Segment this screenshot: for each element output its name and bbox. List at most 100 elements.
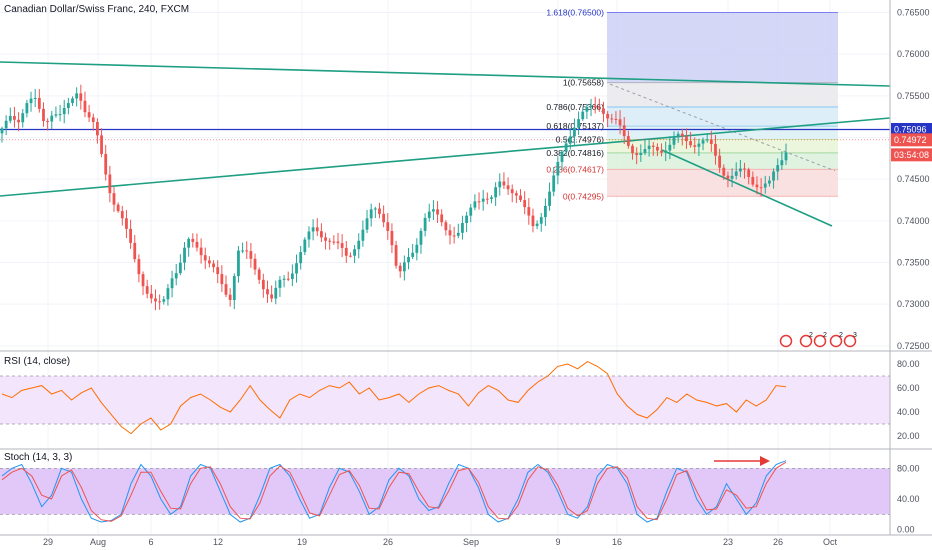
- candle-body: [29, 98, 33, 104]
- candle-body: [585, 107, 589, 112]
- candle-body: [602, 108, 605, 114]
- candle-body: [357, 240, 361, 250]
- candle-body: [315, 227, 319, 232]
- candle-body: [656, 146, 659, 151]
- rsi-line: [1, 361, 787, 435]
- candle-body: [506, 185, 510, 190]
- candle-body: [37, 97, 41, 109]
- candle-body: [531, 215, 535, 227]
- candle-body: [651, 145, 655, 147]
- time-axis[interactable]: 29 Aug 6 12 19 26 Sep 9 16 23 26 Oct: [0, 534, 932, 547]
- fib-level-label: 0(0.74295): [563, 191, 604, 201]
- candle-body: [141, 274, 145, 287]
- fibonacci-retracement[interactable]: 1.618(0.76500) 1(0.75658) 0.786(0.75366) 0.…: [546, 8, 838, 202]
- fib-level-label: 0.786(0.75366): [546, 102, 604, 112]
- candle-body: [452, 235, 456, 237]
- candle-body: [402, 262, 406, 272]
- level-price-badge: [891, 123, 932, 136]
- candle-body: [87, 112, 91, 118]
- candle-body: [432, 209, 435, 212]
- candle-body: [145, 286, 149, 294]
- candle-body: [295, 263, 298, 274]
- candle-body: [228, 294, 232, 300]
- indicator-tick-label: 20.00: [897, 431, 920, 441]
- candle-body: [485, 198, 489, 200]
- time-tick-label: 6: [148, 537, 153, 547]
- candle-body: [46, 121, 50, 123]
- candle-body: [332, 241, 336, 243]
- time-tick-label: Aug: [90, 537, 106, 547]
- candle-body: [490, 197, 493, 200]
- candle-body: [461, 223, 464, 233]
- event-count-label: 2: [839, 332, 843, 339]
- price-axis[interactable]: 0.765000.760000.755000.750000.745000.740…: [889, 0, 932, 535]
- candle-body: [133, 242, 137, 260]
- indicator-tick-label: 80.00: [897, 359, 920, 369]
- time-tick-label: 9: [555, 537, 560, 547]
- candle-body: [398, 265, 402, 272]
- fib-level-label: 0.5(0.74976): [556, 135, 604, 145]
- candle-body: [427, 211, 431, 218]
- candle-body: [593, 105, 597, 108]
- badge-label: 0.74972: [894, 135, 927, 145]
- drawing-lines[interactable]: [0, 61, 891, 227]
- candle-body: [718, 155, 722, 168]
- fib-level-label: 0.236(0.74617): [546, 164, 604, 174]
- time-tick-label: 23: [723, 537, 733, 547]
- candle-body: [208, 260, 211, 264]
- event-icons[interactable]: 2 2 2 3: [779, 332, 858, 348]
- candle-body: [456, 232, 460, 236]
- candle-body: [66, 103, 70, 109]
- candle-body: [544, 205, 547, 218]
- annotation-arrow-head: [760, 456, 770, 466]
- fib-level-label: 1(0.75658): [563, 78, 604, 88]
- fib-zone: [607, 82, 838, 107]
- fib-zone: [607, 139, 838, 153]
- candle-body: [21, 113, 25, 123]
- candle-body: [556, 161, 560, 176]
- candle-body: [100, 135, 103, 154]
- candle-body: [386, 222, 390, 231]
- rising-trend-line: [0, 117, 891, 197]
- time-tick-label: 26: [773, 537, 783, 547]
- candle-body: [614, 118, 618, 120]
- candle-body: [411, 252, 415, 257]
- indicator-tick-label: 40.00: [897, 494, 920, 504]
- candle-body: [257, 269, 261, 280]
- economic-event-icon: [799, 334, 813, 348]
- stochastic-panel[interactable]: 80.00 40.00 0.00: [0, 456, 920, 535]
- candle-body: [473, 201, 477, 208]
- candle-body: [104, 153, 108, 175]
- candle-body: [170, 278, 174, 289]
- candle-body: [780, 160, 784, 166]
- time-tick-label: Sep: [463, 537, 479, 547]
- candle-body: [519, 195, 522, 201]
- candle-body: [539, 217, 543, 224]
- candle-body: [701, 140, 705, 144]
- candle-body: [373, 208, 377, 210]
- candle-body: [328, 240, 332, 242]
- candle-body: [129, 228, 132, 243]
- candle-body: [498, 181, 502, 188]
- candle-body: [8, 116, 12, 121]
- candle-body: [697, 143, 701, 147]
- candle-body: [631, 145, 634, 154]
- candle-body: [535, 223, 539, 227]
- candle-body: [216, 267, 220, 275]
- rsi-panel[interactable]: 80.00 60.00 40.00 20.00: [0, 359, 920, 441]
- candle-body: [349, 255, 352, 257]
- candle-body: [448, 230, 452, 236]
- candle-body: [278, 279, 282, 288]
- price-tick-label: 0.73500: [897, 258, 930, 268]
- candle-body: [241, 250, 244, 252]
- candle-body: [137, 259, 141, 275]
- candle-body: [166, 288, 170, 300]
- candle-body: [747, 169, 751, 177]
- candle-body: [768, 180, 771, 184]
- candle-body: [436, 209, 439, 215]
- candle-body: [676, 133, 680, 138]
- candle-body: [13, 116, 16, 120]
- falling-channel-line: [661, 149, 833, 227]
- candle-body: [407, 256, 410, 263]
